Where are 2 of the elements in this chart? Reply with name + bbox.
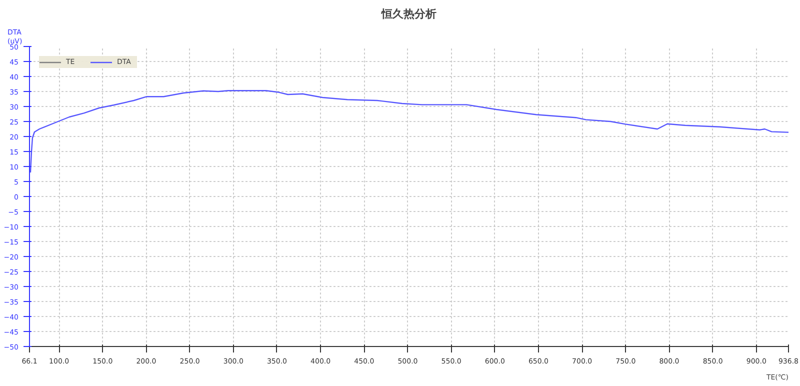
chart-title: 恒久热分析 xyxy=(380,8,436,20)
line-series xyxy=(30,90,788,174)
